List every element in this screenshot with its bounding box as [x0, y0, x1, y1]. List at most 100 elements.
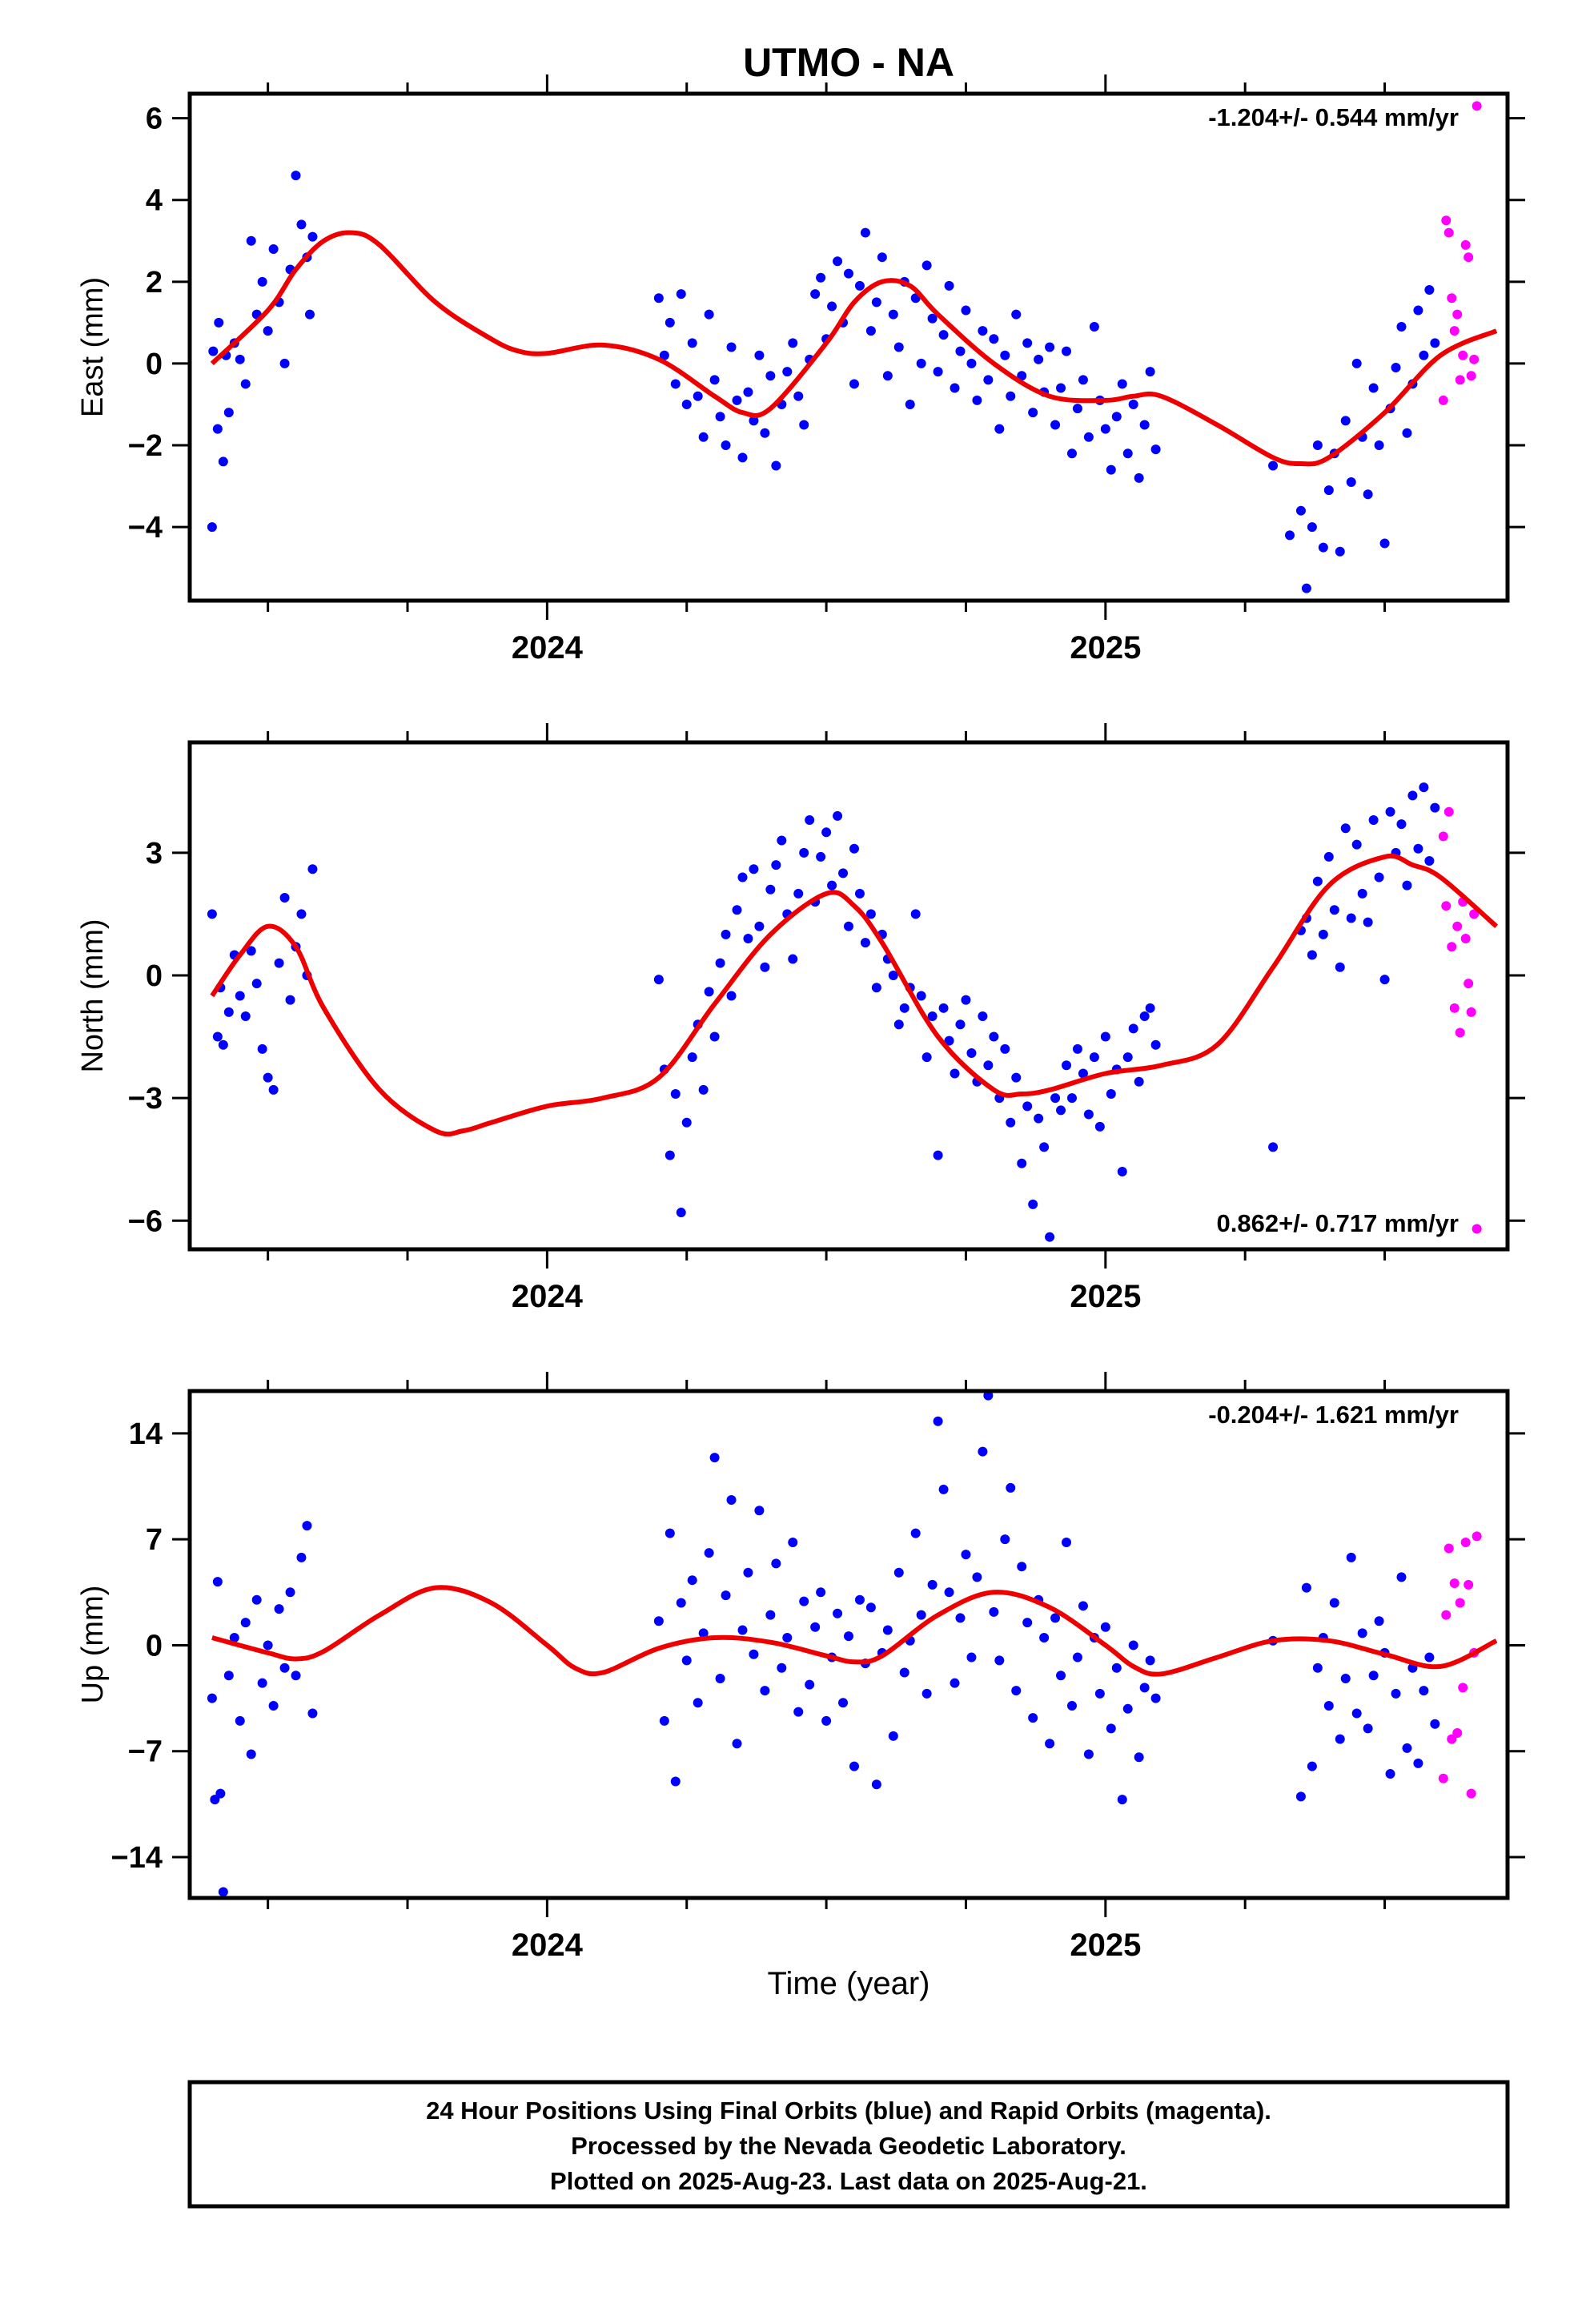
final-orbit-point — [1000, 1534, 1010, 1545]
final-orbit-point — [833, 810, 843, 821]
y-tick-label: 14 — [129, 1417, 163, 1451]
final-orbit-point — [307, 864, 318, 875]
final-orbit-point — [1430, 1719, 1440, 1729]
final-orbit-point — [1062, 1060, 1072, 1071]
final-orbit-point — [978, 326, 988, 336]
y-tick-label: 0 — [146, 348, 163, 381]
final-orbit-point — [1078, 1601, 1088, 1611]
final-orbit-point — [726, 991, 737, 1001]
final-orbit-point — [1045, 1739, 1055, 1749]
final-orbit-point — [257, 1678, 267, 1688]
rapid-orbit-point — [1452, 309, 1463, 320]
final-orbit-point — [760, 962, 770, 972]
final-orbit-point — [1022, 338, 1033, 348]
final-orbit-point — [972, 395, 982, 405]
final-orbit-point — [693, 1698, 703, 1708]
final-orbit-point — [765, 884, 776, 895]
final-orbit-point — [1039, 1142, 1050, 1152]
final-orbit-point — [1134, 472, 1144, 483]
final-orbit-point — [291, 171, 301, 181]
final-orbit-point — [1111, 412, 1122, 422]
final-orbit-point — [1346, 1552, 1356, 1562]
final-orbit-point — [927, 313, 938, 324]
final-orbit-point — [676, 289, 686, 300]
rapid-orbit-point — [1441, 215, 1452, 226]
final-orbit-point — [927, 1579, 938, 1590]
final-orbit-point — [218, 1039, 228, 1050]
final-orbit-point — [1374, 1616, 1384, 1626]
final-orbit-point — [950, 1678, 960, 1688]
final-orbit-point — [709, 1031, 720, 1042]
final-orbit-point — [670, 1089, 681, 1100]
velocity-label: 0.862+/- 0.717 mm/yr — [1217, 1209, 1459, 1237]
final-orbit-point — [223, 408, 234, 418]
rapid-orbit-point — [1472, 1531, 1482, 1542]
rapid-orbit-point — [1443, 806, 1454, 817]
final-orbit-point — [816, 272, 826, 283]
final-orbit-point — [704, 1548, 714, 1558]
final-orbit-point — [218, 456, 228, 467]
final-orbit-point — [1017, 1562, 1027, 1572]
rapid-orbit-point — [1438, 1773, 1448, 1783]
final-orbit-point — [235, 991, 245, 1001]
final-orbit-point — [279, 1663, 290, 1673]
final-orbit-point — [994, 1655, 1005, 1666]
final-orbit-point — [1006, 1482, 1016, 1493]
final-orbit-point — [777, 835, 787, 846]
final-orbit-point — [1419, 1686, 1429, 1696]
final-orbit-point — [302, 1521, 312, 1531]
footer-box: 24 Hour Positions Using Final Orbits (bl… — [187, 2080, 1510, 2209]
y-tick-label: 7 — [146, 1523, 163, 1557]
final-orbit-point — [274, 1604, 284, 1614]
final-orbit-point — [1011, 1686, 1022, 1696]
final-orbit-point — [893, 1019, 904, 1030]
final-orbit-point — [1078, 375, 1088, 385]
final-orbit-point — [279, 358, 290, 368]
rapid-orbit-point — [1460, 934, 1471, 944]
footer-line-dates: Plotted on 2025-Aug-23. Last data on 202… — [550, 2167, 1147, 2195]
final-orbit-point — [754, 350, 765, 360]
final-orbit-point — [698, 432, 709, 442]
final-orbit-point — [218, 1887, 228, 1897]
final-orbit-point — [1078, 1068, 1088, 1079]
final-orbit-point — [721, 929, 731, 939]
final-orbit-point — [659, 350, 669, 360]
final-orbit-point — [944, 280, 954, 291]
final-orbit-point — [910, 1528, 921, 1538]
final-orbit-point — [927, 1011, 938, 1022]
final-orbit-point — [961, 1550, 971, 1560]
final-orbit-point — [1268, 460, 1279, 471]
final-orbit-point — [760, 428, 770, 438]
final-orbit-point — [681, 1117, 692, 1128]
final-orbit-point — [1050, 420, 1061, 430]
final-orbit-point — [207, 909, 217, 919]
final-orbit-point — [1000, 1043, 1010, 1054]
final-orbit-point — [268, 1084, 279, 1095]
rapid-orbit-point — [1466, 1007, 1476, 1017]
final-orbit-point — [1340, 416, 1351, 426]
y-tick-label: 3 — [146, 837, 163, 870]
rapid-orbit-point — [1469, 354, 1480, 364]
final-orbit-point — [1145, 1655, 1155, 1666]
final-orbit-point — [1089, 1052, 1099, 1063]
final-orbit-point — [1094, 1121, 1105, 1132]
final-orbit-point — [1062, 346, 1072, 356]
final-orbit-point — [1419, 782, 1429, 793]
final-orbit-point — [983, 1391, 994, 1401]
final-orbit-point — [1028, 1713, 1038, 1723]
final-orbit-point — [1056, 383, 1066, 393]
final-orbit-point — [966, 358, 977, 368]
final-orbit-point — [933, 1416, 943, 1426]
final-orbit-point — [1128, 1640, 1138, 1651]
final-orbit-point — [882, 1625, 893, 1635]
final-orbit-point — [1022, 1101, 1033, 1112]
final-orbit-point — [805, 1679, 815, 1690]
final-orbit-point — [938, 330, 949, 340]
final-orbit-point — [653, 975, 664, 985]
x-tick-label: 2024 — [512, 630, 584, 665]
y-tick-label: −7 — [128, 1735, 163, 1769]
y-tick-label: −6 — [128, 1204, 163, 1238]
final-orbit-point — [1363, 917, 1373, 927]
final-orbit-point — [1335, 962, 1345, 972]
final-orbit-point — [246, 946, 256, 956]
